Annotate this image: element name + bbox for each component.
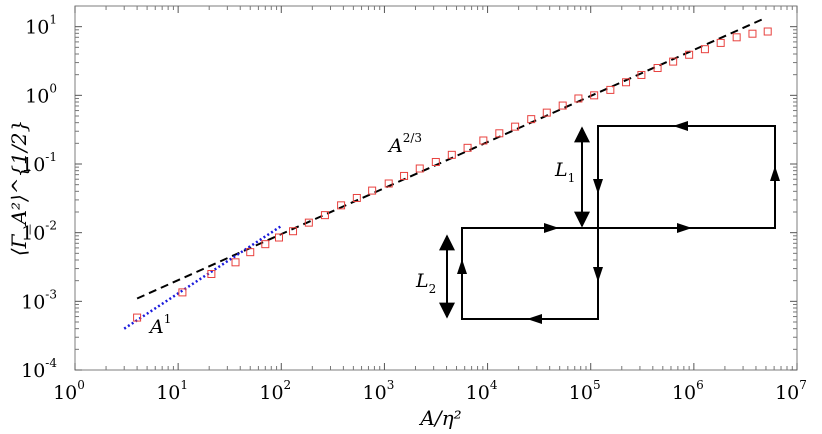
y-tick-label: 10-3 xyxy=(21,287,57,313)
data-point xyxy=(231,258,240,267)
y-axis-label: ⟨Γ_A²⟩^{1/2} xyxy=(7,120,31,256)
fit-line-one xyxy=(123,224,282,330)
arrow-up-left-edge xyxy=(457,259,467,274)
arrow-up-right-edge xyxy=(770,166,780,181)
data-point xyxy=(431,157,440,166)
data-point xyxy=(653,64,662,73)
x-tick-label: 106 xyxy=(672,378,704,404)
arrow-right-mid-lower xyxy=(544,223,559,233)
data-point xyxy=(178,288,187,297)
x-tick-label: 100 xyxy=(53,378,85,404)
data-point xyxy=(246,248,255,257)
y-tick-label: 10-1 xyxy=(21,150,57,176)
arrow-down-upper-mid xyxy=(593,179,603,194)
data-point xyxy=(337,201,346,210)
x-axis-label: A/η² xyxy=(418,406,461,430)
x-tick-label: 103 xyxy=(363,378,395,404)
loop-inset-diagram xyxy=(439,125,776,320)
data-point xyxy=(447,150,456,159)
data-point xyxy=(320,211,329,220)
arrow-left-top-edge xyxy=(673,121,688,131)
data-point xyxy=(763,27,772,36)
data-point xyxy=(716,38,725,47)
data-point xyxy=(261,240,270,249)
data-point xyxy=(511,122,520,131)
data-point xyxy=(289,227,298,236)
inset-label-l1: L1 xyxy=(554,159,575,185)
data-point xyxy=(700,45,709,54)
arrow-down-lower-mid xyxy=(593,267,603,282)
x-axis-ticks: 100 101 102 103 104 105 106 107 xyxy=(53,6,807,404)
x-tick-label: 104 xyxy=(466,378,498,404)
data-point xyxy=(207,270,216,279)
slope-annotation-two-thirds: A2/3 xyxy=(387,131,422,157)
data-point xyxy=(495,129,504,138)
loop-direction-arrows xyxy=(457,121,780,324)
slope-annotation-one: A1 xyxy=(148,312,171,338)
data-markers xyxy=(133,27,772,322)
data-point xyxy=(590,91,599,100)
data-point xyxy=(527,115,536,124)
data-point xyxy=(368,186,377,195)
arrow-left-bottom-edge xyxy=(527,314,542,324)
data-point xyxy=(384,179,393,188)
x-tick-label: 107 xyxy=(775,378,807,404)
data-point xyxy=(542,108,551,117)
data-point xyxy=(606,85,615,94)
data-point xyxy=(304,218,313,227)
plot-frame xyxy=(74,5,798,371)
x-tick-label: 101 xyxy=(156,378,188,404)
data-point xyxy=(415,164,424,173)
data-point xyxy=(732,33,741,42)
y-tick-label: 101 xyxy=(25,13,57,39)
data-point xyxy=(637,70,646,79)
y-axis-ticks: 10-4 10-3 10-2 10-1 100 101 xyxy=(21,5,797,382)
data-point xyxy=(400,171,409,180)
data-point xyxy=(748,29,757,38)
inset-label-l2: L2 xyxy=(415,270,436,296)
data-point xyxy=(685,50,694,59)
arrow-right-mid-upper xyxy=(677,223,692,233)
data-point xyxy=(274,233,283,242)
y-tick-label: 10-2 xyxy=(21,219,57,245)
x-tick-label: 102 xyxy=(259,378,291,404)
data-point xyxy=(558,101,567,110)
upper-loop xyxy=(597,125,776,229)
y-tick-label: 100 xyxy=(25,81,57,107)
x-tick-label: 105 xyxy=(569,378,601,404)
data-point xyxy=(463,143,472,152)
data-point xyxy=(479,136,488,145)
data-point xyxy=(669,57,678,66)
data-point xyxy=(622,78,631,87)
lower-loop xyxy=(461,227,599,320)
y-tick-label: 10-4 xyxy=(21,356,57,382)
data-point xyxy=(133,313,142,322)
data-point xyxy=(352,193,361,202)
data-point xyxy=(574,94,583,103)
